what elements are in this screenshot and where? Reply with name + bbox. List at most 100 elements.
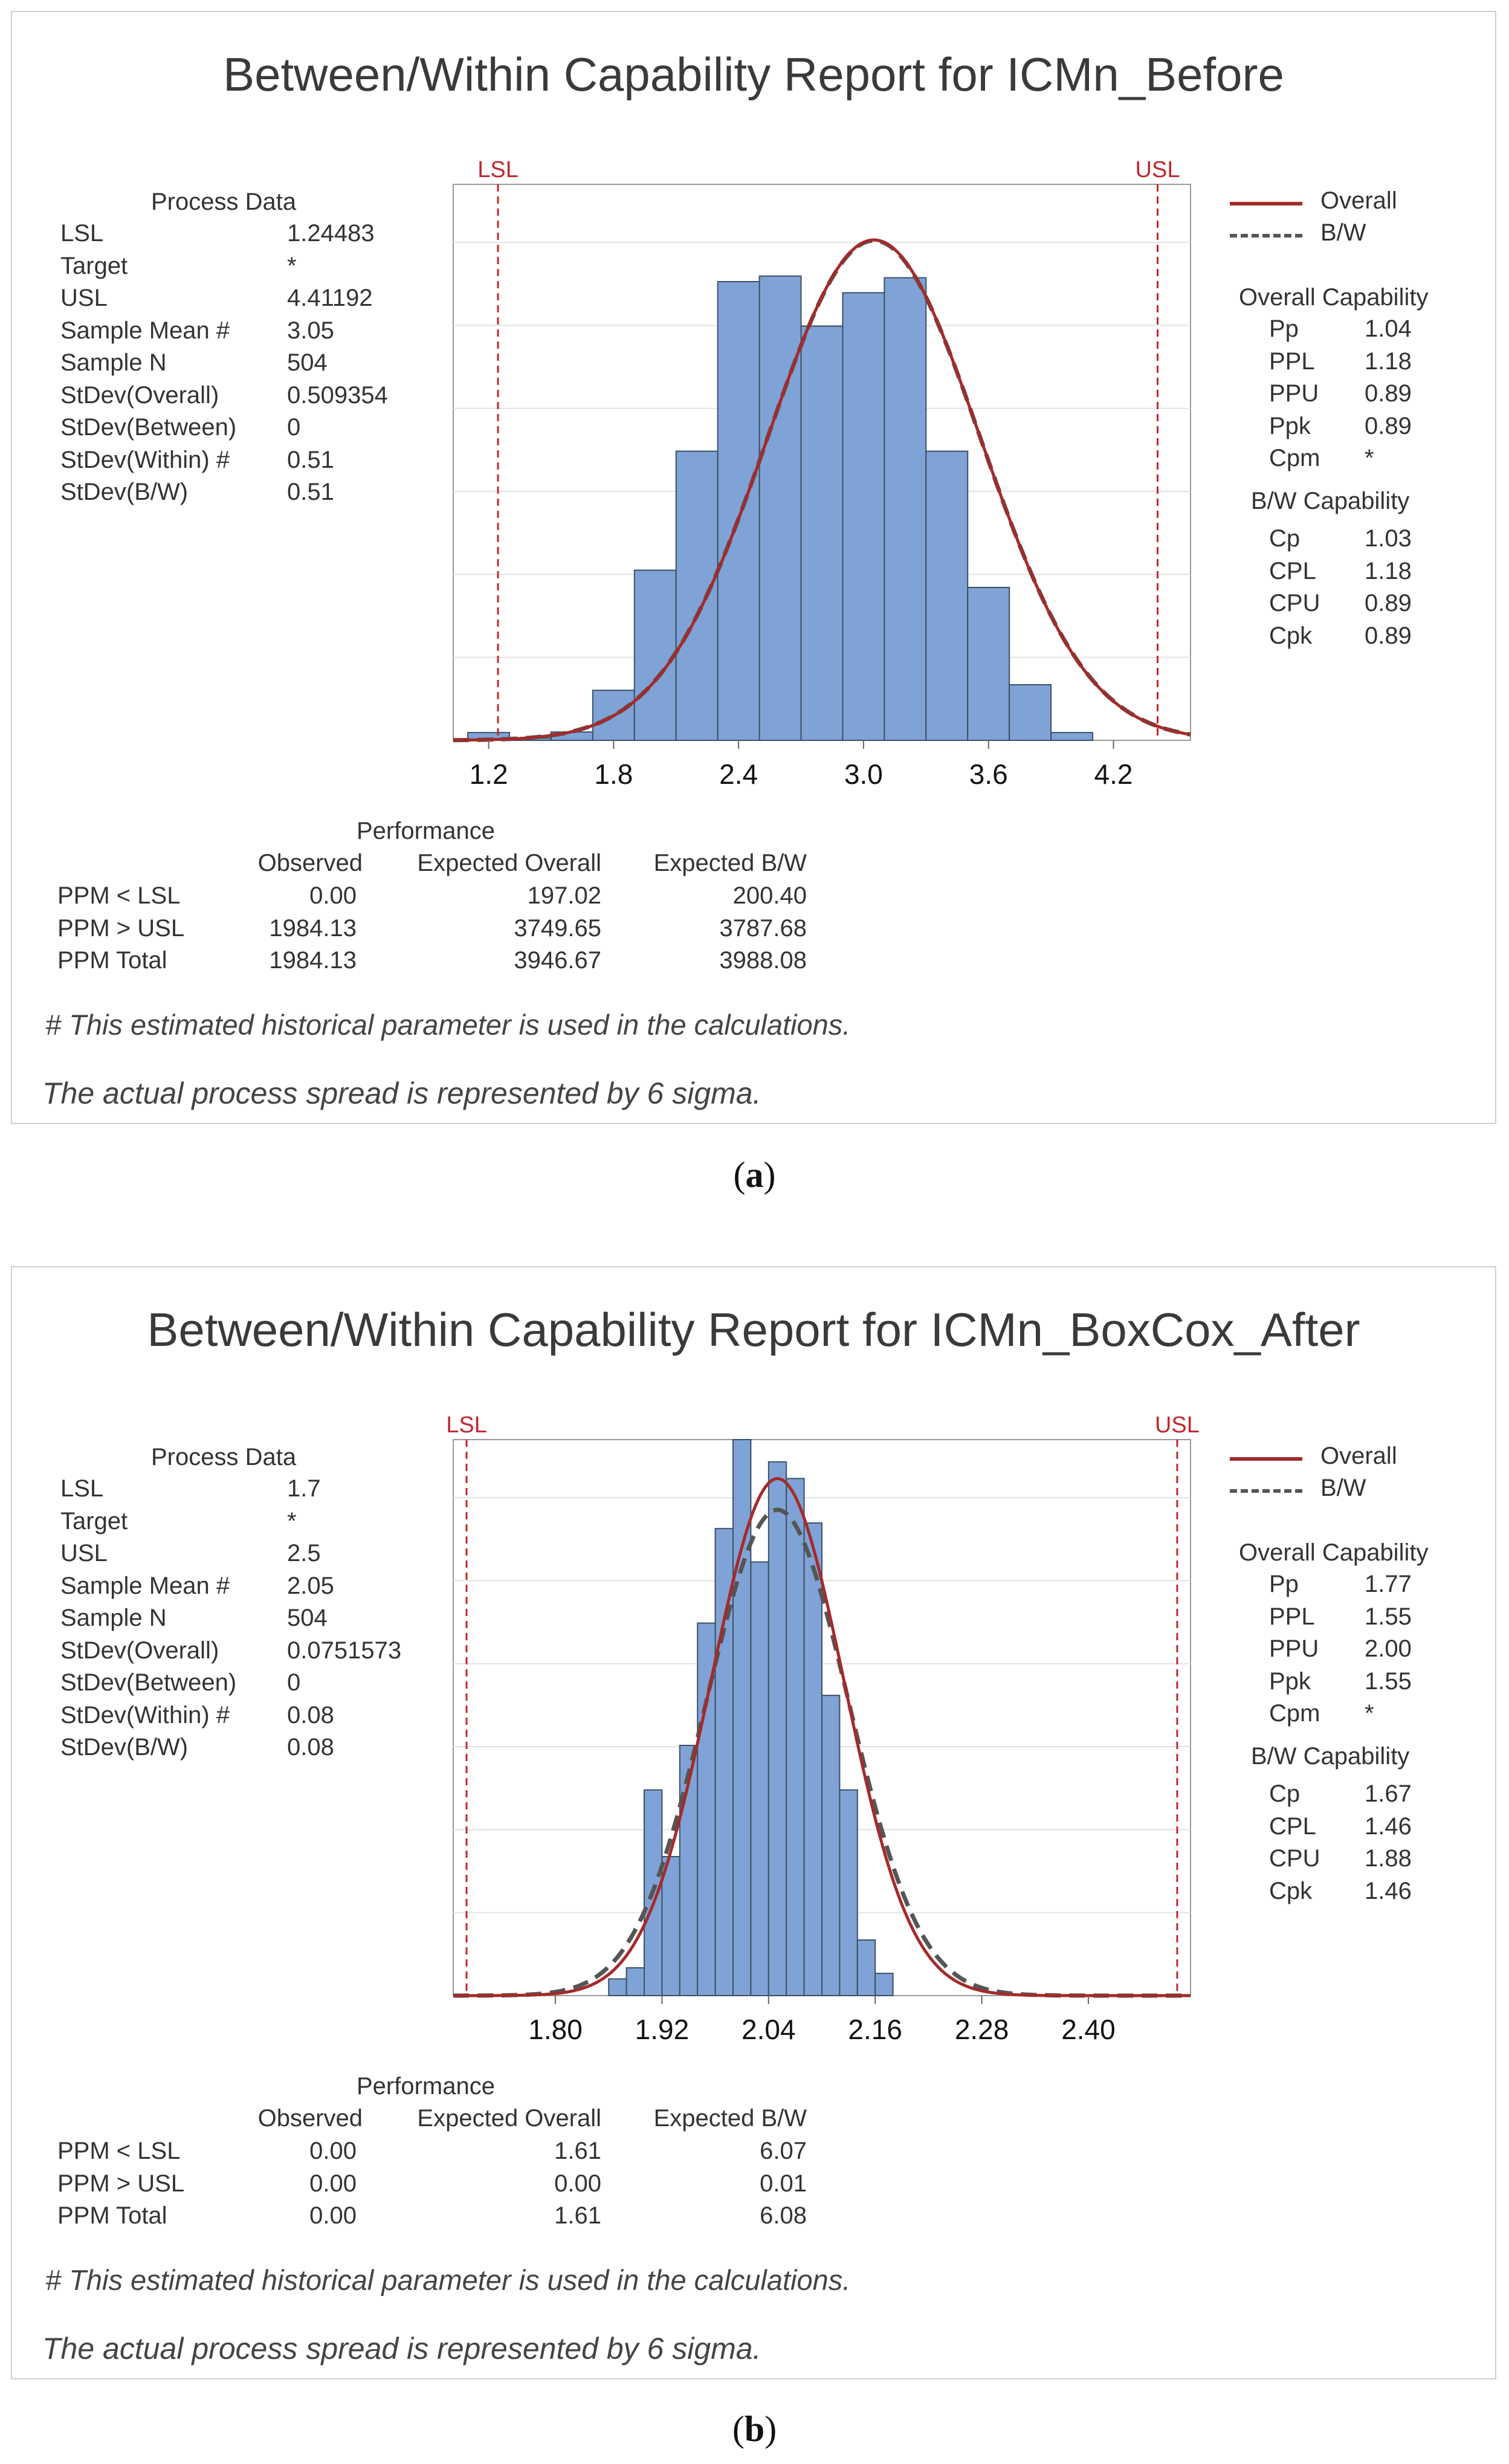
process-data-label: Sample N: [60, 1605, 167, 1631]
legend-overall-label: Overall: [1320, 187, 1397, 214]
capability-value: 0.89: [1365, 380, 1412, 407]
capability-label: CPU: [1269, 590, 1320, 616]
capability-label: Cpk: [1269, 622, 1313, 649]
capability-value: 1.77: [1365, 1571, 1412, 1597]
legend-bw-line: [1230, 1489, 1302, 1493]
overall-curve: [453, 238, 1191, 742]
process-data-label: Target: [60, 252, 128, 279]
performance-cell: 3988.08: [719, 947, 807, 974]
bw-capability-row: Cp 1.03: [1269, 525, 1487, 555]
capability-value: *: [1365, 1700, 1374, 1727]
process-data-row: Target *: [60, 1508, 435, 1538]
capability-value: 1.18: [1365, 557, 1412, 584]
performance-cell: 1984.13: [269, 914, 357, 942]
process-data-label: StDev(Between): [60, 414, 237, 441]
overall-capability-row: Cpm *: [1269, 445, 1487, 475]
capability-value: 1.18: [1365, 348, 1412, 375]
overall-capability-row: PPL 1.55: [1269, 1603, 1487, 1634]
capability-label: Cp: [1269, 1780, 1301, 1807]
lsl-label: LSL: [477, 157, 519, 183]
process-data-value: 2.05: [287, 1572, 334, 1599]
bw-capability-block: B/W Capability Cp 1.03 CPL 1.18 CPU 0.89 Cpk 0.…: [1251, 488, 1493, 663]
process-data-row: StDev(B/W) 0.51: [60, 479, 435, 509]
overall-capability-row: Pp 1.04: [1269, 315, 1487, 346]
legend-bw-label: B/W: [1320, 219, 1366, 246]
x-tick-label: 2.16: [848, 2014, 902, 2045]
performance-cell: 6.08: [760, 2202, 807, 2229]
histogram-bar: [803, 1522, 823, 1996]
performance-cell: 6.07: [760, 2138, 807, 2164]
performance-row-label: PPM < LSL: [57, 2138, 181, 2164]
process-data-value: 1.7: [287, 1475, 321, 1502]
process-data-label: LSL: [60, 220, 104, 247]
performance-column-header: Expected B/W: [653, 2105, 807, 2132]
x-tick-label: 2.4: [719, 758, 758, 790]
histogram-bar: [839, 1789, 858, 1996]
x-tick-label: 3.0: [844, 758, 883, 790]
performance-cell: 0.00: [309, 2138, 357, 2164]
process-data-value: *: [287, 252, 297, 279]
x-tick-label: 1.80: [528, 2014, 583, 2045]
capability-label: CPU: [1269, 1845, 1320, 1872]
process-data-value: 1.24483: [287, 220, 375, 247]
process-data-row: Target *: [60, 253, 435, 283]
histogram-bar: [661, 1856, 680, 1996]
histogram-bar: [821, 1695, 841, 1996]
capability-value: 2.00: [1365, 1635, 1412, 1662]
process-data-label: LSL: [60, 1475, 104, 1502]
performance-column-header: Expected Overall: [417, 2105, 601, 2132]
legend: Overall B/W: [1230, 187, 1484, 254]
process-data-row: StDev(B/W) 0.08: [60, 1734, 435, 1764]
bw-capability-heading: B/W Capability: [1251, 488, 1410, 514]
process-data-label: StDev(B/W): [60, 479, 189, 505]
overall-curve: [453, 1476, 1191, 1997]
legend-overall-label: Overall: [1320, 1443, 1397, 1469]
performance-cell: 3787.68: [719, 914, 807, 942]
histogram-bar: [786, 1478, 805, 1996]
capability-label: Pp: [1269, 1571, 1299, 1597]
performance-cell: 200.40: [732, 882, 807, 909]
performance-cell: 1.61: [554, 2202, 601, 2229]
caption-letter: a: [745, 1155, 764, 1195]
histogram-bar: [732, 1439, 752, 1996]
process-data-row: LSL 1.7: [60, 1475, 435, 1505]
performance-column-header: Expected B/W: [653, 850, 807, 876]
capability-label: CPL: [1269, 557, 1316, 584]
capability-label: Ppk: [1269, 412, 1311, 439]
performance-row-label: PPM > USL: [57, 914, 185, 942]
bw-curve: [453, 1507, 1191, 1998]
bw-capability-row: CPU 0.89: [1269, 590, 1487, 620]
lsl-label: LSL: [446, 1412, 487, 1438]
process-data-row: StDev(Within) # 0.51: [60, 447, 435, 477]
capability-value: 1.55: [1365, 1667, 1412, 1695]
overall-capability-row: PPU 2.00: [1269, 1635, 1487, 1666]
histogram-chart: LSL USL 1.2 1.8 2.4 3.0 3.6 4.2: [453, 157, 1191, 790]
performance-cell: 0.00: [554, 2170, 601, 2197]
process-data-row: StDev(Overall) 0.509354: [60, 382, 435, 412]
performance-row-label: PPM Total: [57, 2202, 167, 2229]
process-data-label: Sample Mean #: [60, 317, 230, 344]
capability-value: 1.88: [1365, 1845, 1412, 1872]
bw-capability-row: Cp 1.67: [1269, 1780, 1487, 1811]
bw-capability-row: CPL 1.46: [1269, 1813, 1487, 1843]
report-title: Between/Within Capability Report for ICM…: [147, 1303, 1360, 1356]
capability-value: *: [1365, 445, 1374, 471]
histogram-bar: [625, 1967, 645, 1996]
performance-cell: 0.00: [309, 2170, 357, 2197]
process-data-label: USL: [60, 1540, 108, 1567]
overall-capability-row: Ppk 0.89: [1269, 413, 1487, 443]
process-data-value: 504: [287, 1605, 328, 1631]
performance-heading: Performance: [357, 818, 495, 844]
legend-overall-line: [1230, 202, 1302, 205]
process-data-label: USL: [60, 285, 108, 311]
overall-capability-row: Pp 1.77: [1269, 1571, 1487, 1601]
process-data-row: StDev(Between) 0: [60, 1669, 435, 1699]
performance-heading: Performance: [357, 2073, 495, 2100]
process-data-row: LSL 1.24483: [60, 220, 435, 250]
performance-cell: 0.01: [760, 2170, 807, 2197]
process-data-row: StDev(Between) 0: [60, 414, 435, 444]
process-data-value: 0: [287, 1669, 301, 1696]
process-data-label: Sample Mean #: [60, 1572, 230, 1599]
process-data-value: 0.51: [287, 446, 334, 473]
process-data-value: 0.0751573: [287, 1637, 402, 1664]
